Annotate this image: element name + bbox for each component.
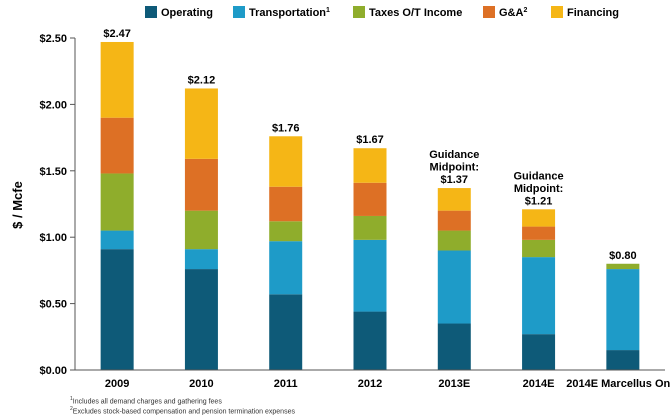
bar-segment-financing bbox=[100, 41, 134, 118]
y-tick-label: $0.50 bbox=[39, 299, 67, 311]
bar-total-label: $1.67 bbox=[356, 134, 384, 146]
bar-segment-g-a bbox=[269, 186, 303, 222]
bar-total-label-line: $1.76 bbox=[272, 122, 300, 134]
footnote-1: 1Includes all demand charges and gatheri… bbox=[70, 396, 222, 405]
footnote-1-text: Includes all demand charges and gatherin… bbox=[72, 398, 222, 406]
bar-total-label-line: $2.12 bbox=[188, 74, 216, 86]
legend-item-financing: Financing bbox=[551, 6, 619, 19]
bar-segment-taxes-o-t-income bbox=[100, 173, 134, 231]
bar-segment-transportation bbox=[184, 249, 218, 270]
x-tick-label: 2013E bbox=[438, 378, 470, 390]
legend-swatch bbox=[551, 6, 563, 18]
legend-item-operating: Operating bbox=[145, 6, 213, 19]
x-tick-label: 2014E Marcellus Only bbox=[566, 378, 670, 390]
bars bbox=[100, 41, 640, 370]
y-axis-label: $ / Mcfe bbox=[10, 181, 25, 229]
bar-total-label-line: $1.21 bbox=[525, 195, 553, 207]
legend-label-superscript: 1 bbox=[326, 7, 330, 14]
bar-segment-financing bbox=[437, 188, 471, 211]
bar-total-label: $2.47 bbox=[103, 28, 131, 40]
bar-segment-operating bbox=[184, 269, 218, 370]
bar-segment-taxes-o-t-income bbox=[437, 230, 471, 251]
bar-total-label: $0.80 bbox=[609, 250, 637, 262]
legend-label: Financing bbox=[567, 7, 619, 19]
legend-label: G&A2 bbox=[499, 7, 527, 19]
bar-segment-operating bbox=[100, 249, 134, 370]
x-axis: 2009 2010 2011 2012 2013E 2014E 2014E Marcellu… bbox=[75, 369, 670, 390]
legend-item-g-a: G&A2 bbox=[483, 6, 527, 19]
y-tick-label: $1.50 bbox=[39, 166, 67, 178]
y-tick-label: $0.00 bbox=[39, 365, 67, 377]
x-tick-label: 2012 bbox=[358, 378, 382, 390]
bar-segment-g-a bbox=[437, 210, 471, 231]
bar-segment-financing bbox=[353, 148, 387, 183]
legend-label: Transportation1 bbox=[249, 7, 330, 19]
bar-total-label-line: $0.80 bbox=[609, 250, 637, 262]
x-tick-label: 2009 bbox=[105, 378, 129, 390]
legend-item-taxes-o-t-income: Taxes O/T Income bbox=[353, 6, 462, 19]
y-tick-label: $2.00 bbox=[39, 99, 67, 111]
bar-segment-transportation bbox=[606, 269, 640, 351]
legend-swatch bbox=[483, 6, 495, 18]
bar-segment-transportation bbox=[522, 257, 556, 335]
bar-segment-transportation bbox=[353, 239, 387, 312]
footnote-2: 2Excludes stock-based compensation and p… bbox=[70, 406, 295, 415]
bar-segment-g-a bbox=[522, 226, 556, 240]
bar-segment-financing bbox=[269, 136, 303, 187]
legend-label: Taxes O/T Income bbox=[369, 7, 462, 19]
bar-segment-g-a bbox=[184, 158, 218, 211]
legend-swatch bbox=[233, 6, 245, 18]
bar-total-label-line: $1.67 bbox=[356, 134, 384, 146]
bar-segment-transportation bbox=[269, 241, 303, 295]
bar-segment-taxes-o-t-income bbox=[184, 210, 218, 250]
bar-segment-transportation bbox=[437, 250, 471, 324]
bar-segment-operating bbox=[353, 311, 387, 370]
bar-segment-g-a bbox=[100, 117, 134, 174]
footnote-1-mark: 1 bbox=[70, 396, 73, 402]
bar-total-label-line: Guidance bbox=[429, 149, 479, 161]
x-tick-label: 2014E bbox=[523, 378, 555, 390]
bar-segment-operating bbox=[269, 294, 303, 370]
y-tick-label: $1.00 bbox=[39, 232, 67, 244]
bar-segment-financing bbox=[184, 88, 218, 159]
legend-swatch bbox=[353, 6, 365, 18]
bar-total-label-line: Midpoint: bbox=[514, 183, 563, 195]
bar-segment-operating bbox=[522, 334, 556, 370]
bar-segment-g-a bbox=[353, 182, 387, 216]
bar-segment-operating bbox=[606, 350, 640, 370]
bar-segment-taxes-o-t-income bbox=[353, 215, 387, 240]
legend: Operating Transportation1 Taxes O/T Income… bbox=[145, 6, 619, 19]
footnote-2-mark: 2 bbox=[70, 406, 73, 412]
y-tick-label: $2.50 bbox=[39, 33, 67, 45]
bar-segment-taxes-o-t-income bbox=[269, 221, 303, 242]
bar-total-label: $1.76 bbox=[272, 122, 300, 134]
bar-total-label: Guidance Midpoint: $1.37 bbox=[429, 149, 479, 186]
bar-total-label-line: Midpoint: bbox=[430, 162, 479, 174]
x-tick-label: 2011 bbox=[274, 378, 298, 390]
bar-segment-taxes-o-t-income bbox=[606, 263, 640, 270]
bar-segment-operating bbox=[437, 323, 471, 370]
legend-label-superscript: 2 bbox=[523, 7, 527, 14]
bar-total-label-line: $2.47 bbox=[103, 28, 131, 40]
bar-total-label-line: Guidance bbox=[514, 170, 564, 182]
bar-total-label-line: $1.37 bbox=[441, 174, 469, 186]
bar-segment-taxes-o-t-income bbox=[522, 239, 556, 258]
legend-swatch bbox=[145, 6, 157, 18]
y-axis: $0.00 $0.50 $1.00 $1.50 $2.00 $2.50 bbox=[39, 33, 76, 377]
bar-segment-transportation bbox=[100, 230, 134, 250]
legend-item-transportation: Transportation1 bbox=[233, 6, 330, 19]
bar-total-label: Guidance Midpoint: $1.21 bbox=[514, 170, 564, 207]
bar-total-label: $2.12 bbox=[188, 74, 216, 86]
legend-label: Operating bbox=[161, 7, 213, 19]
x-tick-label: 2010 bbox=[189, 378, 213, 390]
footnote-2-text: Excludes stock-based compensation and pe… bbox=[72, 408, 295, 416]
bar-segment-financing bbox=[522, 209, 556, 227]
